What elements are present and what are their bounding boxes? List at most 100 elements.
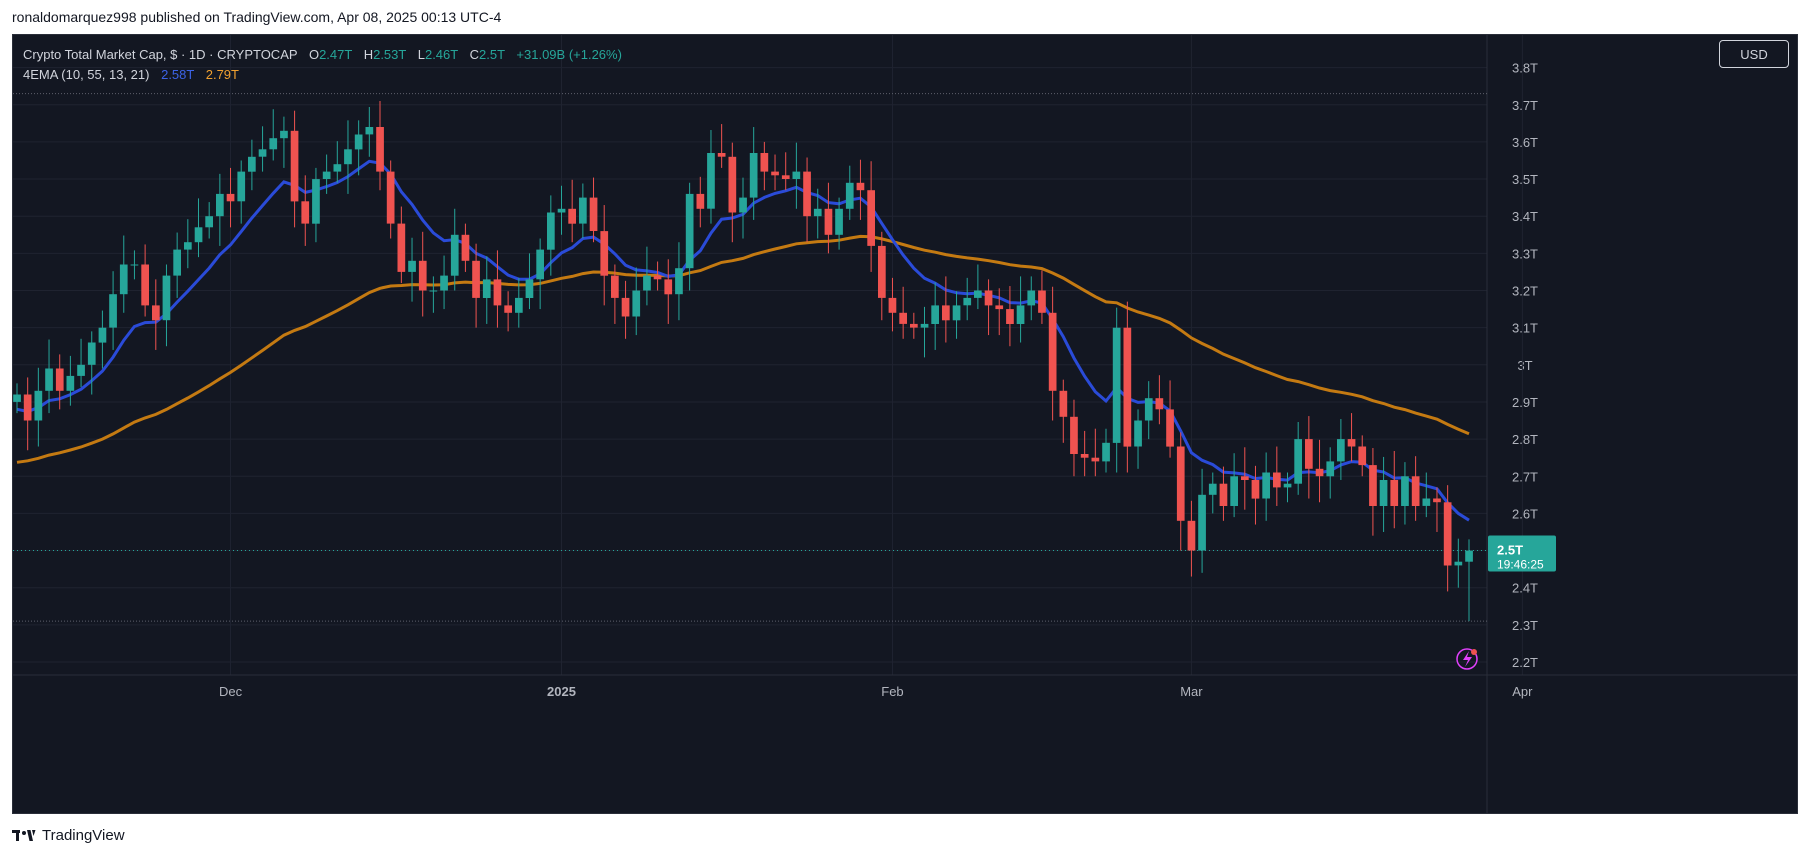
- candle-body: [632, 290, 641, 317]
- candle-body: [899, 312, 907, 324]
- candle-body: [1144, 398, 1153, 421]
- candle-body: [749, 153, 758, 198]
- tradingview-logo-icon: [12, 829, 36, 841]
- candle-body: [1379, 480, 1388, 506]
- y-tick-label: 2.9T: [1512, 395, 1538, 410]
- candle-body: [173, 249, 181, 276]
- y-tick-label: 3.5T: [1512, 172, 1538, 187]
- candle-body: [450, 234, 459, 276]
- candle-body: [1091, 457, 1100, 462]
- candle-body: [621, 297, 630, 317]
- candle-body: [707, 153, 715, 209]
- candle-body: [525, 279, 534, 298]
- candle-body: [248, 156, 256, 172]
- legend-row-indicator: 4EMA (10, 55, 13, 21) 2.58T 2.79T: [23, 65, 622, 85]
- candle-body: [728, 156, 737, 213]
- low-label: L: [417, 47, 425, 62]
- candlestick-chart[interactable]: 2.2T 2.3T 2.4T 2.5T 2.6T 2.7T 2.8T 2.9T 3T 3.1T 3.…: [13, 35, 1797, 813]
- x-tick-label: Apr: [1512, 684, 1533, 699]
- candle-body: [34, 390, 43, 421]
- y-tick-label: 3.4T: [1512, 209, 1538, 224]
- candle-body: [1251, 480, 1260, 499]
- notification-dot-icon: [1471, 649, 1477, 655]
- candle-body: [472, 260, 480, 298]
- candle-body: [301, 201, 310, 224]
- candle-body: [974, 290, 982, 298]
- footer-brand: TradingView: [12, 827, 125, 844]
- candle-body: [1433, 498, 1441, 503]
- candle-body: [1241, 476, 1249, 480]
- candle-body: [835, 208, 843, 235]
- candle-body: [333, 164, 342, 172]
- candle-body: [1283, 483, 1292, 488]
- candle-body: [1443, 502, 1452, 566]
- candle-body: [1326, 461, 1335, 477]
- candle-body: [856, 182, 865, 191]
- candle-body: [386, 171, 395, 224]
- open-label: O: [308, 47, 320, 62]
- candle-body: [931, 305, 939, 324]
- candle-body: [109, 294, 117, 328]
- candle-body: [87, 342, 96, 365]
- candle-body: [1123, 327, 1132, 447]
- candle-body: [482, 279, 491, 298]
- candle-body: [1198, 494, 1206, 551]
- candle-body: [1230, 476, 1238, 506]
- candle-body: [1112, 327, 1121, 443]
- candle-body: [792, 171, 801, 179]
- chart-background: [13, 35, 1797, 813]
- candle-body: [675, 268, 683, 295]
- candle-body: [1337, 439, 1345, 462]
- x-tick-label: 2025: [547, 684, 576, 699]
- candle-body: [226, 193, 235, 202]
- candle-body: [1369, 465, 1377, 506]
- candle-body: [1305, 439, 1313, 469]
- candle-body: [237, 171, 246, 202]
- candle-body: [1208, 483, 1217, 495]
- candle-body: [1422, 498, 1431, 506]
- candle-body: [739, 197, 747, 213]
- currency-button[interactable]: USD: [1719, 40, 1789, 68]
- candle-body: [1048, 312, 1057, 391]
- candle-body: [269, 138, 278, 150]
- candle-body: [878, 245, 886, 298]
- candle-body: [942, 305, 950, 321]
- chart-panel[interactable]: 2.2T 2.3T 2.4T 2.5T 2.6T 2.7T 2.8T 2.9T 3T 3.1T 3.…: [12, 34, 1798, 814]
- candle-body: [130, 264, 139, 266]
- candle-body: [547, 212, 555, 250]
- candle-body: [589, 197, 598, 231]
- candle-body: [813, 208, 822, 217]
- candle-body: [98, 327, 107, 343]
- candle-body: [440, 275, 448, 291]
- candle-body: [1401, 476, 1409, 506]
- candle-body: [1411, 476, 1420, 506]
- y-tick-label: 2.2T: [1512, 655, 1538, 670]
- candle-body: [312, 179, 320, 224]
- candle-body: [344, 149, 352, 165]
- candle-body: [1176, 446, 1185, 521]
- candle-body: [1465, 550, 1473, 562]
- y-tick-label: 3.7T: [1512, 98, 1538, 113]
- open-value: 2.47T: [319, 47, 353, 62]
- candle-body: [888, 297, 897, 313]
- candle-body: [162, 275, 171, 321]
- y-tick-label: 3.8T: [1512, 61, 1538, 76]
- price-tag-value: 2.5T: [1497, 543, 1523, 558]
- candle-body: [13, 394, 21, 402]
- low-value: 2.46T: [424, 47, 458, 62]
- candle-body: [1038, 290, 1046, 313]
- y-tick-label: 3T: [1517, 358, 1532, 373]
- candle-body: [354, 134, 363, 150]
- candle-body: [995, 305, 1004, 310]
- candle-body: [611, 275, 619, 298]
- candle-body: [408, 260, 416, 272]
- candle-body: [141, 264, 149, 306]
- symbol-title[interactable]: Crypto Total Market Cap, $ · 1D · CRYPTO…: [23, 47, 298, 62]
- x-tick-label: Feb: [881, 684, 903, 699]
- candle-body: [1219, 483, 1228, 506]
- candle-body: [45, 368, 53, 391]
- indicator-title[interactable]: 4EMA (10, 55, 13, 21): [23, 67, 150, 82]
- candle-body: [845, 182, 854, 209]
- ema-slow-value: 2.79T: [205, 67, 239, 82]
- y-tick-label: 2.6T: [1512, 506, 1538, 521]
